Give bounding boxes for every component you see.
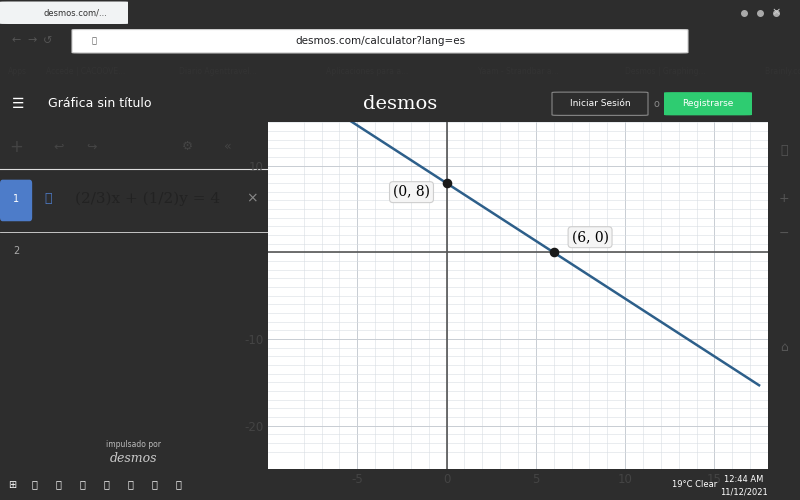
Text: 🔒: 🔒 bbox=[92, 36, 97, 45]
Text: Yaam - Strandbar a...: Yaam - Strandbar a... bbox=[478, 66, 559, 76]
FancyBboxPatch shape bbox=[664, 92, 752, 116]
Text: (0, 8): (0, 8) bbox=[393, 185, 430, 199]
Text: Brainly.com - For st...: Brainly.com - For st... bbox=[765, 66, 800, 76]
Text: Registrarse: Registrarse bbox=[682, 99, 734, 108]
Text: Gráfica sin título: Gráfica sin título bbox=[48, 97, 151, 110]
Text: Iniciar Sesión: Iniciar Sesión bbox=[570, 99, 630, 108]
Text: ⚙: ⚙ bbox=[182, 140, 194, 153]
Point bbox=[547, 248, 560, 256]
Text: Desmos | Graphing...: Desmos | Graphing... bbox=[625, 66, 706, 76]
Text: 〜: 〜 bbox=[45, 192, 52, 205]
Text: ←: ← bbox=[11, 36, 21, 46]
Text: ⊞: ⊞ bbox=[8, 480, 16, 490]
Text: (6, 0): (6, 0) bbox=[571, 230, 609, 244]
Text: desmos.com/calculator?lang=es: desmos.com/calculator?lang=es bbox=[295, 36, 465, 46]
Text: 2: 2 bbox=[13, 246, 19, 256]
Text: 🕹: 🕹 bbox=[128, 480, 134, 490]
Text: 🎵: 🎵 bbox=[104, 480, 110, 490]
Text: desmos: desmos bbox=[363, 95, 437, 113]
Text: +: + bbox=[9, 138, 23, 156]
Text: ×: × bbox=[771, 8, 781, 18]
Text: «: « bbox=[224, 140, 232, 153]
Text: o: o bbox=[653, 99, 659, 109]
Text: (2/3)x + (1/2)y = 4: (2/3)x + (1/2)y = 4 bbox=[75, 192, 220, 206]
Text: Accede | CACOOVE...: Accede | CACOOVE... bbox=[46, 66, 125, 76]
Text: ☰: ☰ bbox=[12, 97, 25, 111]
Text: ↺: ↺ bbox=[43, 36, 53, 46]
Text: 🟢: 🟢 bbox=[176, 480, 182, 490]
Text: +: + bbox=[778, 192, 790, 205]
Text: 1: 1 bbox=[13, 194, 19, 203]
FancyBboxPatch shape bbox=[0, 2, 128, 24]
Text: Apps: Apps bbox=[8, 66, 27, 76]
Text: impulsado por: impulsado por bbox=[106, 440, 162, 449]
Text: ↪: ↪ bbox=[86, 140, 96, 153]
Text: 🦊: 🦊 bbox=[56, 480, 62, 490]
Text: desmos: desmos bbox=[110, 452, 158, 465]
Text: desmos.com/...: desmos.com/... bbox=[44, 8, 108, 17]
Text: ↩: ↩ bbox=[54, 140, 64, 153]
Text: Aplicaciones para a...: Aplicaciones para a... bbox=[326, 66, 408, 76]
Text: −: − bbox=[778, 227, 790, 240]
Text: 🗂: 🗂 bbox=[32, 480, 38, 490]
Text: ⌂: ⌂ bbox=[780, 341, 788, 354]
Text: 19°C Clear: 19°C Clear bbox=[672, 480, 718, 489]
Text: 11/12/2021: 11/12/2021 bbox=[720, 488, 768, 497]
Text: 📁: 📁 bbox=[80, 480, 86, 490]
Text: 12:44 AM: 12:44 AM bbox=[724, 476, 764, 484]
Text: 🔧: 🔧 bbox=[780, 144, 788, 156]
Point bbox=[440, 179, 453, 187]
Text: ×: × bbox=[246, 192, 258, 205]
FancyBboxPatch shape bbox=[72, 30, 688, 53]
Text: 🌐: 🌐 bbox=[152, 480, 158, 490]
Text: →: → bbox=[27, 36, 37, 46]
FancyBboxPatch shape bbox=[0, 180, 32, 222]
Text: Diario Agenttravel...: Diario Agenttravel... bbox=[179, 66, 257, 76]
